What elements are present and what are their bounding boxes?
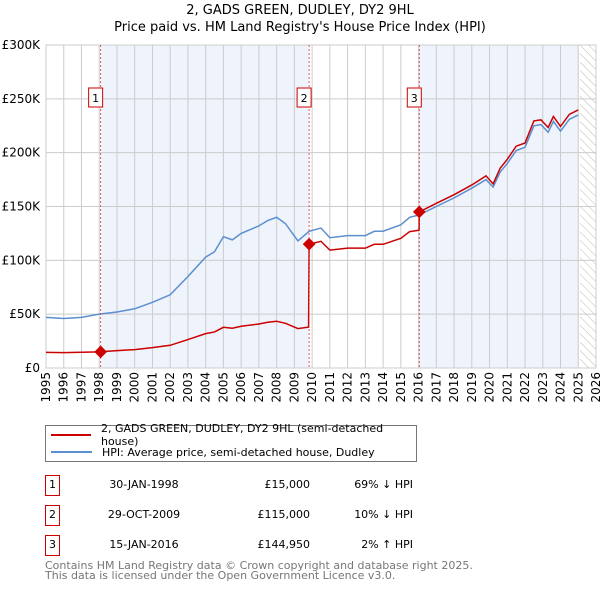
x-tick-label: 2003 [181, 372, 195, 403]
x-tick-label: 2017 [429, 372, 443, 403]
y-tick-label: £250K [2, 92, 42, 106]
sale-badge [296, 87, 312, 108]
x-tick-label: 1997 [74, 372, 88, 403]
y-tick-label: £300K [2, 38, 42, 52]
chart-title: 2, GADS GREEN, DUDLEY, DY2 9HL [186, 3, 414, 18]
transaction-row: 2 29-OCT-2009 £115,000 10% ↓ HPI [45, 505, 465, 526]
y-tick-label: £0 [25, 361, 40, 375]
x-tick-label: 2023 [536, 372, 550, 403]
transaction-badge: 3 [45, 535, 60, 556]
sale-badge-label: 3 [411, 92, 418, 105]
transaction-date: 30-JAN-1998 [109, 478, 179, 491]
x-tick-label: 2010 [305, 372, 319, 403]
x-tick-label: 2016 [412, 372, 426, 403]
legend-item-hpi: HPI: Average price, semi-detached house,… [51, 444, 375, 460]
transaction-badge: 2 [45, 505, 60, 526]
plot-frame [45, 44, 597, 369]
transaction-price: £115,000 [257, 508, 311, 521]
sale-point [412, 205, 426, 219]
x-tick-label: 2001 [145, 372, 159, 403]
legend-item-property: 2, GADS GREEN, DUDLEY, DY2 9HL (semi-det… [51, 422, 416, 448]
y-tick-label: £50K [9, 307, 41, 321]
transaction-price: £144,950 [257, 538, 311, 551]
y-tick-label: £100K [2, 253, 42, 267]
x-tick-label: 2014 [376, 372, 390, 403]
footer-copyright: Contains HM Land Registry data © Crown c… [45, 559, 473, 572]
transaction-row: 3 15-JAN-2016 £144,950 2% ↑ HPI [45, 535, 465, 556]
x-tick-label: 2015 [394, 372, 408, 403]
x-tick-label: 1996 [57, 372, 71, 403]
x-tick-label: 2006 [234, 372, 248, 403]
x-tick-label: 1999 [110, 372, 124, 403]
sale-badge-label: 1 [92, 92, 99, 105]
sale-point [302, 237, 316, 251]
sale-badge [406, 87, 422, 108]
x-tick-label: 2012 [341, 372, 355, 403]
legend-swatch-blue [51, 451, 92, 453]
sale-badge-label: 2 [301, 92, 308, 105]
x-tick-label: 2025 [571, 372, 585, 403]
property-price-line [45, 109, 579, 354]
x-tick-label: 2024 [554, 372, 568, 403]
x-tick-label: 2009 [287, 372, 301, 403]
transaction-hpi-diff: 10% ↓ HPI [354, 508, 413, 521]
x-tick-label: 2002 [163, 372, 177, 403]
legend: 2, GADS GREEN, DUDLEY, DY2 9HL (semi-det… [45, 422, 417, 462]
hpi-line [45, 114, 579, 320]
x-tick-label: 1995 [39, 372, 53, 403]
legend-label-hpi: HPI: Average price, semi-detached house,… [102, 445, 375, 459]
legend-swatch-red [51, 434, 91, 436]
sale-point [94, 345, 108, 359]
x-tick-label: 2011 [323, 372, 337, 403]
x-tick-label: 2020 [483, 372, 497, 403]
x-tick-label: 2000 [128, 372, 142, 403]
transaction-row: 1 30-JAN-1998 £15,000 69% ↓ HPI [45, 475, 465, 496]
sale-badge [88, 87, 104, 108]
y-tick-label: £200K [2, 146, 42, 160]
transaction-hpi-diff: 69% ↓ HPI [354, 478, 413, 491]
legend-label-property: 2, GADS GREEN, DUDLEY, DY2 9HL (semi-det… [100, 422, 384, 448]
x-tick-label: 2008 [270, 372, 284, 403]
x-tick-label: 2018 [447, 372, 461, 403]
x-tick-label: 2021 [500, 372, 514, 403]
x-tick-label: 2005 [216, 372, 230, 403]
x-tick-label: 2013 [358, 372, 372, 403]
x-tick-label: 2007 [252, 372, 266, 403]
transaction-badge: 1 [45, 475, 60, 496]
chart-subtitle: Price paid vs. HM Land Registry's House … [114, 20, 486, 35]
transaction-hpi-diff: 2% ↑ HPI [361, 538, 413, 551]
y-tick-label: £150K [2, 200, 42, 214]
transaction-date: 29-OCT-2009 [107, 508, 181, 521]
x-tick-label: 2004 [199, 372, 213, 403]
x-tick-label: 2026 [589, 372, 600, 403]
transaction-price: £15,000 [264, 478, 311, 491]
footer-licence: This data is licensed under the Open Gov… [45, 569, 396, 582]
transaction-date: 15-JAN-2016 [109, 538, 179, 551]
x-tick-label: 2019 [465, 372, 479, 403]
x-tick-label: 1998 [92, 372, 106, 403]
x-tick-label: 2022 [518, 372, 532, 403]
